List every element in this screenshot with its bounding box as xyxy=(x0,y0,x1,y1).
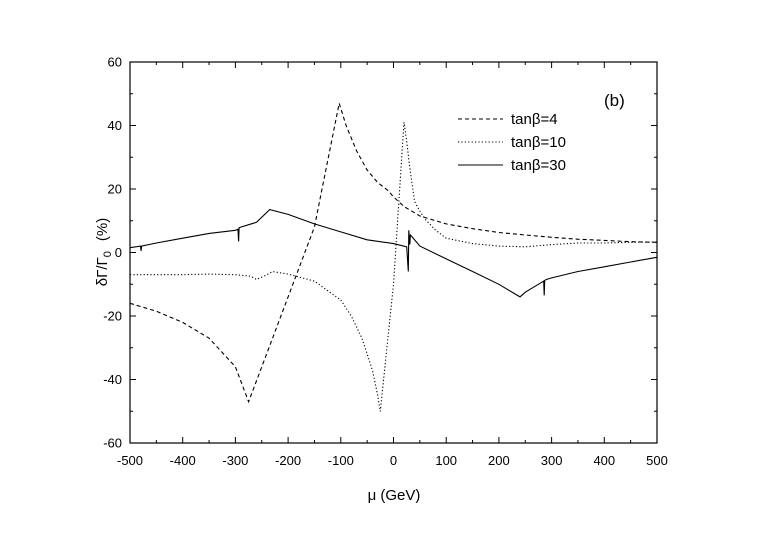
legend-label-1: tanβ=4 xyxy=(511,111,558,128)
x-tick-label: 200 xyxy=(488,453,510,468)
x-tick-label: -100 xyxy=(328,453,354,468)
y-tick-label: 60 xyxy=(108,55,122,70)
y-tick-label: 40 xyxy=(108,118,122,133)
y-tick-label: -40 xyxy=(103,372,122,387)
series-line-1 xyxy=(129,103,658,404)
series-line-3 xyxy=(129,208,658,298)
y-tick-label: -60 xyxy=(103,436,122,451)
x-tick-label: 0 xyxy=(390,453,397,468)
y-tick-label: 0 xyxy=(115,245,122,260)
y-tick-label: 20 xyxy=(108,182,122,197)
svg-text:δΓ/Γ0(%): δΓ/Γ0 (%) xyxy=(94,218,114,287)
panel-label: (b) xyxy=(604,91,625,110)
legend-label-3: tanβ=30 xyxy=(511,157,566,174)
legend: tanβ=4 tanβ=10 tanβ=30 xyxy=(458,111,566,174)
x-tick-label: -300 xyxy=(222,453,248,468)
x-tick-label: -200 xyxy=(275,453,301,468)
y-axis-label-unit: (%) xyxy=(94,218,111,241)
series-line-2 xyxy=(130,122,658,412)
x-tick-label: 300 xyxy=(541,453,563,468)
x-tick-label: 500 xyxy=(646,453,668,468)
x-tick-label: 400 xyxy=(593,453,615,468)
plot-area xyxy=(129,61,658,444)
legend-label-2: tanβ=10 xyxy=(511,134,566,151)
y-axis-label-sub: 0 xyxy=(102,251,114,257)
series-group xyxy=(129,103,658,412)
axes: -500 -400 -300 -200 -100 0 100 200 300 400 500-60-… xyxy=(103,55,668,469)
y-axis-label: δΓ/Γ0 (%) xyxy=(94,218,114,287)
y-tick-label: -20 xyxy=(103,309,122,324)
plot-frame xyxy=(129,61,658,444)
x-tick-label: 100 xyxy=(435,453,457,468)
x-tick-label: -500 xyxy=(117,453,143,468)
y-axis-label-main: δΓ/Γ xyxy=(94,257,111,286)
x-tick-label: -400 xyxy=(170,453,196,468)
x-axis-label: μ (GeV) xyxy=(368,487,421,504)
